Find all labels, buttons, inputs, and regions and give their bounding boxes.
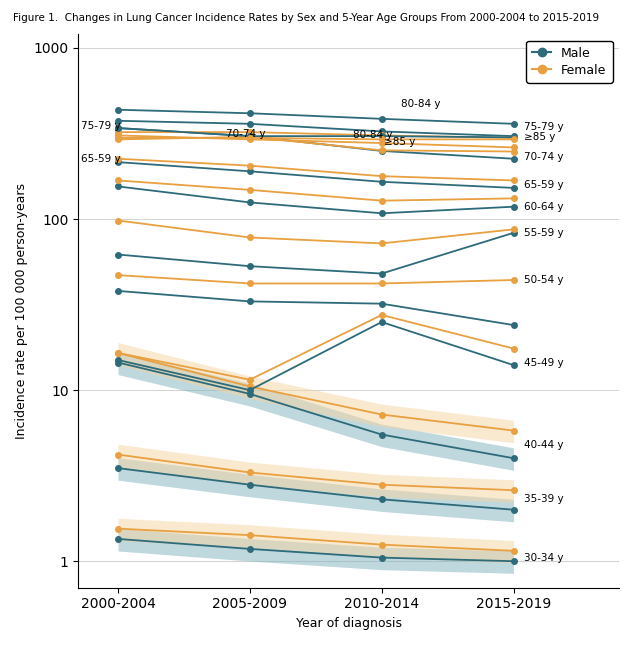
Text: ≥85 y: ≥85 y [524,132,555,142]
Text: 65-59 y: 65-59 y [524,180,564,190]
Text: 45-49 y: 45-49 y [524,357,564,368]
Text: 50-54 y: 50-54 y [524,275,564,285]
Text: 70-74 y: 70-74 y [524,152,564,163]
Text: 35-39 y: 35-39 y [524,494,564,504]
Text: 75-79 y: 75-79 y [81,121,120,131]
Text: 75-79 y: 75-79 y [524,123,564,132]
Text: 80-84 y: 80-84 y [401,99,441,109]
Text: 80-84 y: 80-84 y [353,130,392,140]
Text: 30-34 y: 30-34 y [524,553,564,562]
X-axis label: Year of diagnosis: Year of diagnosis [295,617,402,630]
Y-axis label: Incidence rate per 100 000 person-years: Incidence rate per 100 000 person-years [15,183,28,439]
Text: 40-44 y: 40-44 y [524,440,564,450]
Text: 70-74 y: 70-74 y [226,129,266,139]
Text: Figure 1.  Changes in Lung Cancer Incidence Rates by Sex and 5-Year Age Groups F: Figure 1. Changes in Lung Cancer Inciden… [13,13,598,23]
Legend: Male, Female: Male, Female [526,41,612,83]
Text: ≥85 y: ≥85 y [384,137,416,148]
Text: 55-59 y: 55-59 y [524,228,564,238]
Text: 60-64 y: 60-64 y [524,202,564,212]
Text: 65-59 y: 65-59 y [81,154,120,164]
